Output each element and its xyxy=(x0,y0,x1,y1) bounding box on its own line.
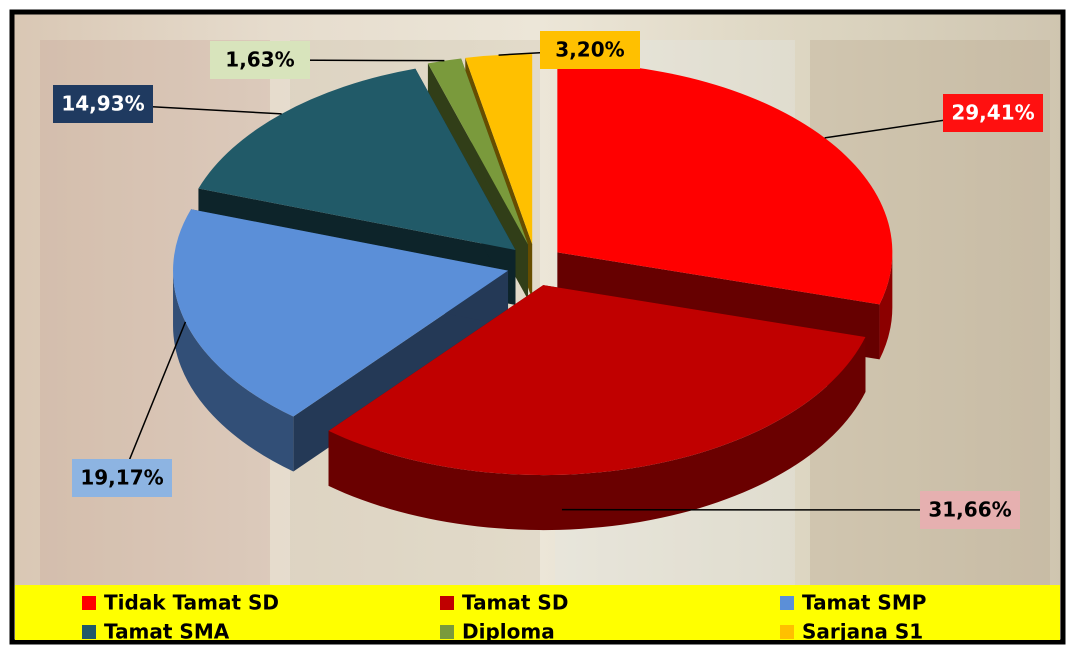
data-label: 19,17% xyxy=(80,466,163,490)
legend-swatch xyxy=(780,596,794,610)
legend-label: Tidak Tamat SD xyxy=(104,591,279,615)
legend-label: Tamat SMA xyxy=(104,620,230,644)
legend-label: Tamat SMP xyxy=(802,591,926,615)
legend-swatch xyxy=(780,625,794,639)
legend-swatch xyxy=(440,625,454,639)
data-label: 3,20% xyxy=(555,38,624,62)
legend-label: Sarjana S1 xyxy=(802,620,923,644)
legend-label: Tamat SD xyxy=(462,591,568,615)
data-label: 29,41% xyxy=(951,101,1034,125)
data-label: 1,63% xyxy=(225,48,294,72)
legend-swatch xyxy=(82,625,96,639)
legend-swatch xyxy=(82,596,96,610)
data-label: 31,66% xyxy=(928,498,1011,522)
data-label: 14,93% xyxy=(61,92,144,116)
legend-label: Diploma xyxy=(462,620,555,644)
legend-swatch xyxy=(440,596,454,610)
